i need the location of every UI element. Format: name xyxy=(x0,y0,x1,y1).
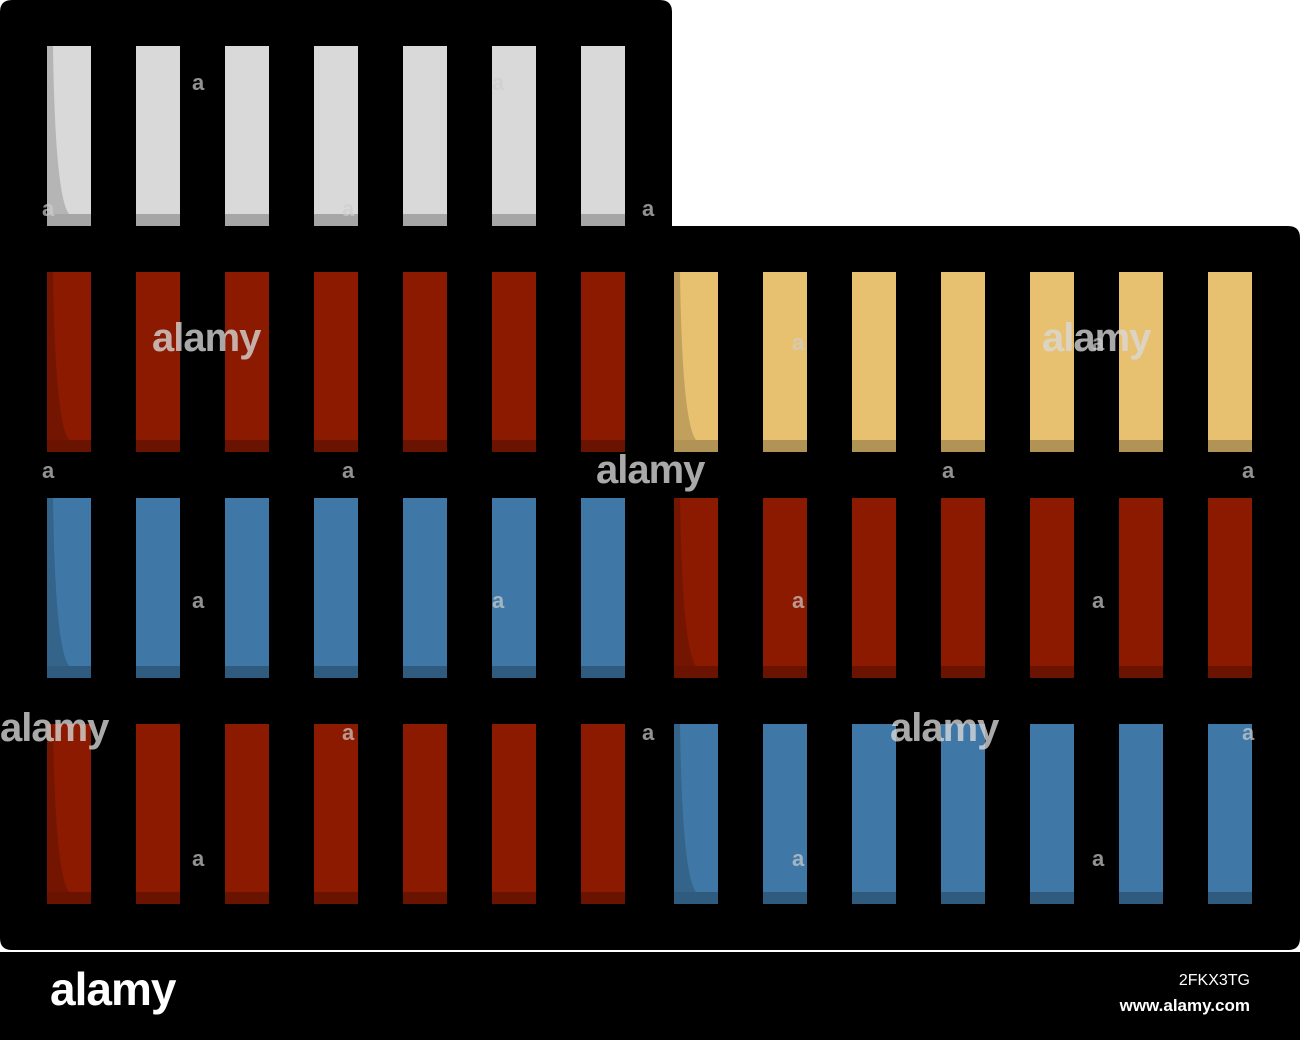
footer-logo: alamy xyxy=(50,963,176,1015)
container-block-yellow xyxy=(941,272,985,452)
container-block-blue xyxy=(763,724,807,904)
image-id: 2FKX3TG xyxy=(1178,972,1250,989)
watermark-letter: a xyxy=(1242,458,1255,483)
container-block-gray xyxy=(403,46,447,226)
watermark-letter: a xyxy=(792,846,805,871)
container-block-red xyxy=(136,272,180,452)
container-block-blue xyxy=(136,498,180,678)
container-block-blue xyxy=(314,498,358,678)
container-block-blue xyxy=(1119,724,1163,904)
container-block-gray xyxy=(492,46,536,226)
container-block-red xyxy=(492,724,536,904)
watermark-text: alamy xyxy=(890,706,999,750)
container-block-gray xyxy=(314,46,358,226)
watermark-letter: a xyxy=(1092,846,1105,871)
footer-url: www.alamy.com xyxy=(1119,996,1250,1015)
container-block-red xyxy=(852,498,896,678)
container-block-gray xyxy=(581,46,625,226)
container-block-red xyxy=(1208,498,1252,678)
container-block-yellow xyxy=(674,272,718,452)
watermark-text: alamy xyxy=(596,448,705,492)
watermark-letter: a xyxy=(1092,330,1105,355)
container-block-red xyxy=(581,272,625,452)
watermark-letter: a xyxy=(192,588,205,613)
container-block-red xyxy=(314,724,358,904)
container-block-red xyxy=(492,272,536,452)
container-block-blue xyxy=(47,498,91,678)
container-block-red xyxy=(314,272,358,452)
footer-bar xyxy=(0,952,1300,1040)
container-block-yellow xyxy=(852,272,896,452)
container-block-blue xyxy=(1208,724,1252,904)
container-block-red xyxy=(47,272,91,452)
watermark-text: alamy xyxy=(0,706,109,750)
container-stack-outline xyxy=(0,0,1300,950)
container-block-yellow xyxy=(763,272,807,452)
container-block-red xyxy=(225,724,269,904)
container-block-yellow xyxy=(1030,272,1074,452)
container-block-red xyxy=(403,724,447,904)
watermark-letter: a xyxy=(192,846,205,871)
watermark-text: alamy xyxy=(152,316,261,360)
container-block-blue xyxy=(403,498,447,678)
container-block-blue xyxy=(225,498,269,678)
watermark-text: alamy xyxy=(1042,316,1151,360)
watermark-letter: a xyxy=(42,196,55,221)
watermark-letter: a xyxy=(942,458,955,483)
watermark-letter: a xyxy=(492,588,505,613)
container-block-yellow xyxy=(1119,272,1163,452)
container-block-red xyxy=(941,498,985,678)
container-block-gray xyxy=(225,46,269,226)
watermark-letter: a xyxy=(642,720,655,745)
container-block-blue xyxy=(852,724,896,904)
container-block-red xyxy=(403,272,447,452)
watermark-letter: a xyxy=(1092,588,1105,613)
watermark-letter: a xyxy=(342,720,355,745)
container-block-red xyxy=(1119,498,1163,678)
watermark-letter: a xyxy=(642,196,655,221)
watermark-letter: a xyxy=(42,458,55,483)
container-block-blue xyxy=(941,724,985,904)
container-block-red xyxy=(763,498,807,678)
container-block-red xyxy=(47,724,91,904)
watermark-letter: a xyxy=(792,330,805,355)
container-block-yellow xyxy=(1208,272,1252,452)
container-block-blue xyxy=(674,724,718,904)
watermark-letter: a xyxy=(492,70,505,95)
watermark-letter: a xyxy=(192,70,205,95)
container-block-blue xyxy=(1030,724,1074,904)
container-block-red xyxy=(1030,498,1074,678)
shipping-containers-illustration xyxy=(0,0,1300,950)
watermark-letter: a xyxy=(342,196,355,221)
container-block-red xyxy=(136,724,180,904)
container-block-gray xyxy=(136,46,180,226)
watermark-letter: a xyxy=(342,458,355,483)
watermark-letter: a xyxy=(792,588,805,613)
watermark-letter: a xyxy=(1242,720,1255,745)
container-block-blue xyxy=(492,498,536,678)
container-block-gray xyxy=(47,46,91,226)
container-block-red xyxy=(674,498,718,678)
container-block-blue xyxy=(581,498,625,678)
container-block-red xyxy=(225,272,269,452)
container-block-red xyxy=(581,724,625,904)
